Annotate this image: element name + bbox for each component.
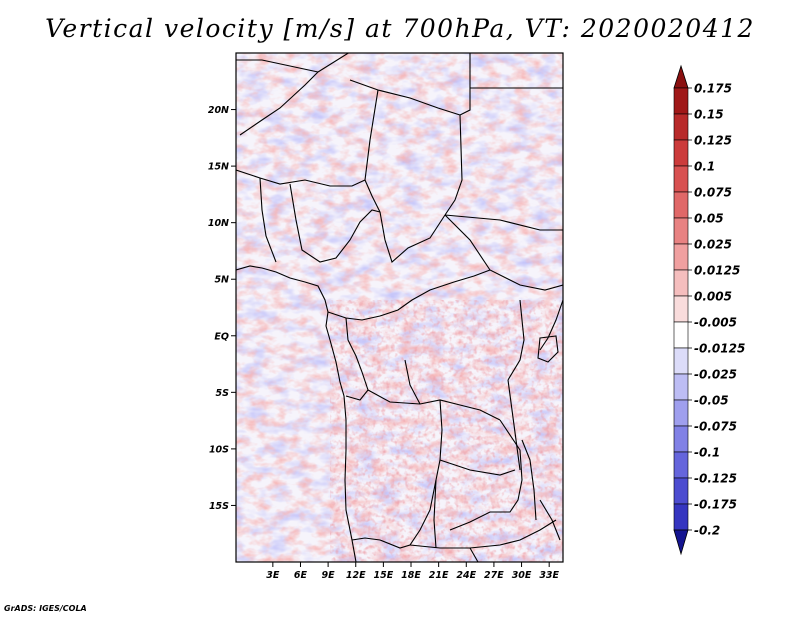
colorbar-segment [673, 165, 689, 193]
colorbar-segment [673, 373, 689, 401]
colorbar-label: 0.175 [694, 82, 732, 96]
colorbar-label: -0.025 [694, 368, 737, 382]
coastlines-and-borders [236, 53, 563, 562]
lon-tick-label: 27E [484, 570, 504, 581]
colorbar-segment [673, 139, 689, 167]
colorbar-label: 0.125 [694, 134, 732, 148]
colorbar-segment [673, 191, 689, 219]
latitude-axis: 20N 15N 10N 5N EQ 5S 10S 15S [208, 105, 236, 512]
colorbar-label: -0.0125 [694, 342, 745, 356]
colorbar-label: 0.0125 [694, 264, 740, 278]
colorbar-label: 0.15 [694, 108, 724, 122]
lon-tick-label: 30E [512, 570, 532, 581]
vertical-velocity-field [236, 53, 563, 562]
map-frame [235, 52, 564, 563]
colorbar-label: 0.05 [694, 212, 724, 226]
colorbar-label: -0.2 [694, 524, 720, 538]
colorbar-segment [673, 295, 689, 323]
plot-title: Vertical velocity [m/s] at 700hPa, VT: 2… [45, 14, 755, 43]
colorbar-label: 0.005 [694, 290, 732, 304]
lon-tick-label: 21E [429, 570, 449, 581]
colorbar-label: 0.025 [694, 238, 732, 252]
colorbar-bottom-arrow [673, 529, 689, 556]
colorbar-label: -0.175 [694, 498, 737, 512]
lat-tick-label: 20N [208, 105, 229, 116]
colorbar-label: -0.05 [694, 394, 729, 408]
colorbar-segment [673, 347, 689, 375]
lat-tick-label: 10S [209, 444, 229, 455]
colorbar-segment [673, 321, 689, 349]
lon-tick-label: 3E [266, 570, 280, 581]
lon-tick-label: 33E [539, 570, 559, 581]
lat-tick-label: 15N [208, 162, 229, 173]
colorbar-segment [673, 425, 689, 453]
lon-tick-label: 18E [401, 570, 421, 581]
colorbar-segment [673, 113, 689, 141]
colorbar-segment [673, 399, 689, 427]
colorbar-label: 0.075 [694, 186, 732, 200]
lon-tick-label: 24E [456, 570, 476, 581]
lon-tick-label: 12E [346, 570, 366, 581]
colorbar-top-arrow [673, 64, 689, 89]
colorbar-segment [673, 477, 689, 505]
lon-tick-label: 9E [322, 570, 336, 581]
grads-credit: GrADS: IGES/COLA [4, 604, 87, 613]
colorbar-label: -0.1 [694, 446, 720, 460]
colorbar-segment [673, 217, 689, 245]
lon-tick-label: 6E [294, 570, 308, 581]
colorbar-segment [673, 451, 689, 479]
colorbar-segment [673, 87, 689, 115]
colorbar-label: -0.125 [694, 472, 737, 486]
lat-tick-label: 5N [214, 275, 229, 286]
colorbar-label: -0.005 [694, 316, 737, 330]
colorbar: 0.175 0.15 0.125 0.1 0.075 0.05 0.025 0.0125 0.0… [673, 64, 745, 556]
lat-tick-label: EQ [214, 331, 229, 342]
lat-tick-label: 5S [216, 388, 230, 399]
colorbar-segment [673, 269, 689, 297]
lon-tick-label: 15E [374, 570, 394, 581]
colorbar-label: 0.1 [694, 160, 715, 174]
colorbar-segment [673, 243, 689, 271]
lat-tick-label: 10N [208, 218, 229, 229]
colorbar-label: -0.075 [694, 420, 737, 434]
longitude-axis: 3E 6E 9E 12E 15E 18E 21E 24E 27E 30E 33E [266, 562, 560, 581]
colorbar-segment [673, 503, 689, 531]
lat-tick-label: 15S [209, 501, 229, 512]
